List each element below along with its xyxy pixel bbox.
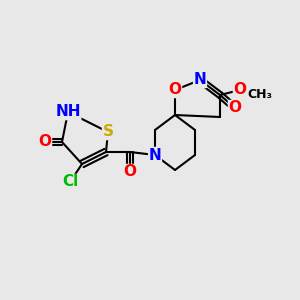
Text: N: N bbox=[194, 73, 206, 88]
Text: O: O bbox=[124, 164, 136, 179]
Text: O: O bbox=[233, 82, 247, 98]
Text: N: N bbox=[148, 148, 161, 163]
Text: NH: NH bbox=[55, 104, 81, 119]
Text: Cl: Cl bbox=[62, 175, 78, 190]
Text: O: O bbox=[169, 82, 182, 98]
Text: O: O bbox=[229, 100, 242, 116]
Text: O: O bbox=[38, 134, 52, 149]
Text: CH₃: CH₃ bbox=[248, 88, 272, 101]
Text: S: S bbox=[103, 124, 113, 140]
